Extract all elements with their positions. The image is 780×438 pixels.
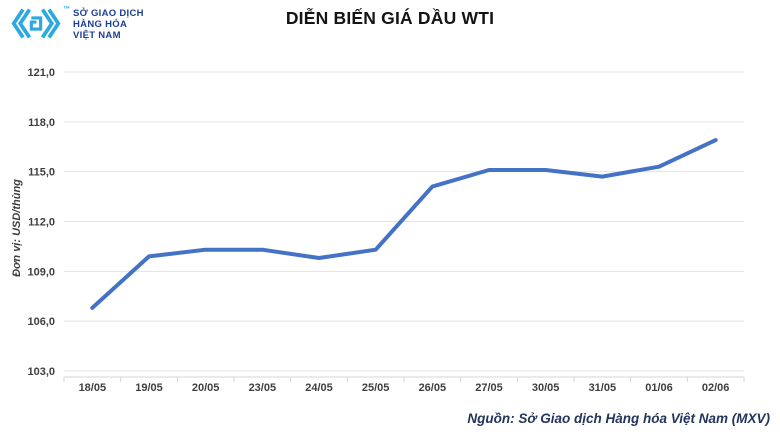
mxv-logo-text: SỞ GIAO DỊCH HÀNG HÓA VIỆT NAM bbox=[73, 8, 144, 41]
mxv-logo: ™ SỞ GIAO DỊCH HÀNG HÓA VIỆT NAM bbox=[10, 5, 144, 42]
x-tick-label: 25/05 bbox=[362, 382, 390, 394]
x-tick-label: 02/06 bbox=[702, 382, 730, 394]
x-tick-label: 27/05 bbox=[475, 382, 503, 394]
logo-text-line-3: VIỆT NAM bbox=[73, 30, 121, 41]
x-tick-label: 18/05 bbox=[79, 382, 107, 394]
x-tick-label: 26/05 bbox=[419, 382, 447, 394]
x-tick-label: 19/05 bbox=[135, 382, 163, 394]
price-line bbox=[90, 138, 718, 310]
logo-text-line-2: HÀNG HÓA bbox=[73, 19, 128, 30]
x-tick-label: 24/05 bbox=[305, 382, 333, 394]
logo-chevron-right-inner bbox=[40, 8, 55, 39]
logo-center-spiral bbox=[29, 16, 43, 31]
chart-title: DIỄN BIẾN GIÁ DẦU WTI bbox=[285, 8, 495, 28]
logo-chevron-right-outer bbox=[47, 8, 61, 39]
x-tick-label: 31/05 bbox=[589, 382, 617, 394]
logo-text-line-1: SỞ GIAO DỊCH bbox=[73, 8, 144, 19]
y-tick-label: 106,0 bbox=[27, 316, 55, 328]
x-tick-label: 23/05 bbox=[249, 382, 277, 394]
y-tick-label: 115,0 bbox=[28, 167, 55, 179]
x-tick-label: 01/06 bbox=[645, 382, 673, 394]
mxv-logo-icon bbox=[11, 8, 61, 39]
y-tick-label: 112,0 bbox=[28, 217, 55, 229]
y-tick-label: 121,0 bbox=[27, 67, 55, 79]
x-tick-label: 30/05 bbox=[532, 382, 560, 394]
logo-chevron-left-inner bbox=[17, 8, 32, 39]
y-tick-label: 103,0 bbox=[27, 366, 55, 378]
y-tick-label: 109,0 bbox=[27, 266, 55, 278]
source-note: Nguồn: Sở Giao dịch Hàng hóa Việt Nam (M… bbox=[467, 411, 770, 426]
logo-chevron-left-outer bbox=[11, 8, 25, 39]
y-tick-label: 118,0 bbox=[28, 117, 55, 129]
trademark-symbol: ™ bbox=[63, 6, 70, 13]
x-tick-label: 20/05 bbox=[192, 382, 220, 394]
